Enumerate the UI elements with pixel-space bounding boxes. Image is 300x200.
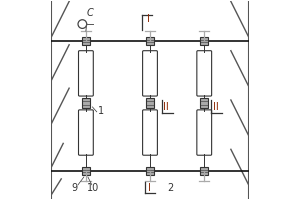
FancyBboxPatch shape — [142, 110, 158, 155]
Bar — [200, 37, 208, 45]
Text: C: C — [86, 8, 93, 18]
FancyBboxPatch shape — [142, 51, 158, 96]
Text: 9: 9 — [71, 183, 77, 193]
Text: 10: 10 — [87, 183, 99, 193]
FancyBboxPatch shape — [197, 110, 212, 155]
Text: I: I — [147, 14, 150, 24]
Bar — [146, 98, 154, 108]
Bar — [146, 167, 154, 175]
Text: II: II — [164, 102, 169, 112]
Text: 2: 2 — [168, 183, 174, 193]
FancyBboxPatch shape — [197, 51, 212, 96]
Bar — [82, 167, 90, 175]
Bar — [200, 167, 208, 175]
Bar — [200, 98, 208, 108]
Bar — [82, 98, 90, 108]
Text: I: I — [148, 183, 151, 193]
FancyBboxPatch shape — [79, 110, 93, 155]
FancyBboxPatch shape — [79, 51, 93, 96]
Bar — [82, 37, 90, 45]
Text: 1: 1 — [98, 106, 104, 116]
Bar — [146, 37, 154, 45]
Text: II: II — [213, 102, 218, 112]
